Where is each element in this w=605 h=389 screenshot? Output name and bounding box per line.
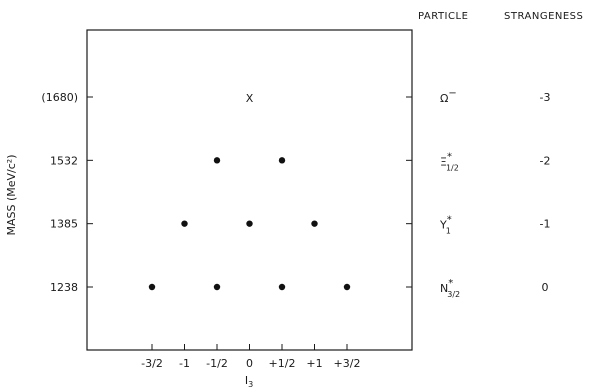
x-axis-label-sub: 3 bbox=[248, 380, 253, 389]
predicted-point-marker: X bbox=[246, 92, 254, 105]
particle-name: Y bbox=[439, 219, 447, 232]
right-ticks bbox=[406, 96, 412, 288]
y-tick-label: (1680) bbox=[41, 91, 78, 104]
x-tick-label: +1/2 bbox=[269, 357, 296, 370]
particle-subscript: 1/2 bbox=[446, 163, 459, 172]
strangeness-value: 0 bbox=[542, 281, 549, 294]
y-axis-label: MASS (MeV/c²) bbox=[5, 154, 18, 235]
data-point bbox=[213, 283, 221, 291]
particle-table: Ω− -3Ξ* 1/2-2Y* 1-1N* 3/20 bbox=[439, 88, 550, 299]
particle-symbol: Ω− bbox=[440, 88, 457, 105]
header-particle: PARTICLE bbox=[418, 11, 468, 22]
y-tick-label: 1532 bbox=[50, 154, 78, 167]
particle-superscript: * bbox=[448, 278, 453, 289]
particle-superscript: − bbox=[448, 88, 456, 99]
x-tick-label: -3/2 bbox=[141, 357, 163, 370]
y-tick-label: 1385 bbox=[50, 218, 78, 231]
x-tick-label: +1 bbox=[306, 357, 322, 370]
particle-name: N bbox=[440, 282, 448, 295]
particle-symbol: Ξ* 1/2 bbox=[440, 151, 459, 172]
x-tick-label: +3/2 bbox=[334, 357, 361, 370]
data-point bbox=[246, 220, 253, 227]
data-point bbox=[181, 220, 188, 227]
particle-name: Ξ bbox=[440, 155, 447, 168]
strangeness-value: -2 bbox=[540, 154, 551, 167]
plot-frame bbox=[86, 29, 413, 351]
x-axis-label: I3 bbox=[245, 374, 253, 389]
particle-subscript: 1 bbox=[446, 227, 451, 236]
particle-symbol: Y* 1 bbox=[439, 215, 452, 236]
particle-subscript: 3/2 bbox=[447, 290, 460, 299]
strangeness-value: -3 bbox=[540, 91, 551, 104]
data-point bbox=[148, 283, 156, 291]
data-point bbox=[278, 157, 286, 164]
x-axis-label-main: I bbox=[245, 374, 248, 387]
data-point bbox=[343, 283, 351, 291]
particle-superscript: * bbox=[447, 215, 452, 226]
strangeness-value: -1 bbox=[540, 218, 551, 231]
y-levels: 1238 1385 1532 (1680) bbox=[41, 91, 93, 294]
data-point bbox=[278, 283, 286, 291]
particle-name: Ω bbox=[440, 92, 448, 105]
svg-text:I3: I3 bbox=[245, 374, 253, 389]
x-tick-label: -1 bbox=[179, 357, 190, 370]
x-tick-label: -1/2 bbox=[206, 357, 228, 370]
x-ticks: -3/2 -1 -1/2 0 +1/2 +1 +3/2 bbox=[141, 344, 360, 370]
y-tick-label: 1238 bbox=[50, 281, 78, 294]
particle-superscript: * bbox=[447, 151, 452, 162]
data-point bbox=[213, 157, 221, 164]
data-points: X bbox=[148, 92, 351, 291]
data-point bbox=[311, 220, 318, 227]
x-tick-label: 0 bbox=[246, 357, 253, 370]
particle-symbol: N* 3/2 bbox=[440, 278, 460, 299]
header-strangeness: STRANGENESS bbox=[504, 11, 583, 22]
